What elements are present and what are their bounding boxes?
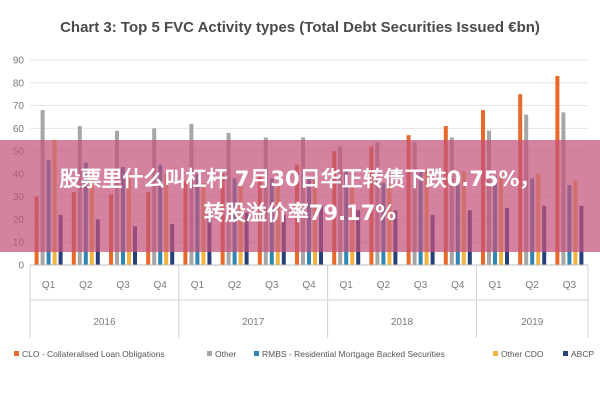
x-tick-label: Q4 bbox=[154, 280, 168, 291]
x-tick-label: Q3 bbox=[414, 280, 428, 291]
x-tick-label: Q3 bbox=[265, 280, 279, 291]
legend-swatch bbox=[207, 351, 212, 356]
legend-label: RMBS - Residential Mortgage Backed Secur… bbox=[262, 349, 445, 359]
headline-line-2: 转股溢价率79.17% bbox=[203, 201, 397, 225]
legend-label: ABCP bbox=[571, 349, 594, 359]
legend: CLO - Collateralised Loan Obligations Oth… bbox=[14, 349, 594, 359]
legend-swatch bbox=[254, 351, 259, 356]
x-axis: Q1 Q2 Q3 Q4 Q1 Q2 Q3 Q4 Q1 Q2 Q3 Q4 Q1 Q2 Q3 2016 2017 20… bbox=[29, 264, 589, 338]
x-tick-label: Q1 bbox=[191, 280, 205, 291]
year-label: 2019 bbox=[521, 317, 544, 328]
year-label: 2016 bbox=[93, 317, 116, 328]
y-tick-label: 80 bbox=[13, 78, 25, 89]
x-tick-label: Q2 bbox=[228, 280, 242, 291]
legend-swatch bbox=[14, 351, 19, 356]
x-tick-label: Q2 bbox=[79, 280, 93, 291]
x-tick-label: Q3 bbox=[563, 280, 577, 291]
y-tick-label: 70 bbox=[13, 101, 25, 112]
legend-swatch bbox=[563, 351, 568, 356]
y-tick-label: 0 bbox=[18, 261, 24, 272]
x-tick-label: Q1 bbox=[488, 280, 502, 291]
x-tick-label: Q1 bbox=[340, 280, 354, 291]
x-tick-label: Q1 bbox=[42, 280, 56, 291]
x-tick-label: Q4 bbox=[451, 280, 465, 291]
y-tick-label: 90 bbox=[13, 56, 25, 67]
headline-banner: 股票里什么叫杠杆 7月30日华正转债下跌0.75%， 转股溢价率79.17% bbox=[0, 140, 600, 252]
chart-title: Chart 3: Top 5 FVC Activity types (Total… bbox=[60, 19, 540, 36]
legend-label: Other CDO bbox=[501, 349, 544, 359]
x-tick-label: Q4 bbox=[302, 280, 316, 291]
x-tick-label: Q3 bbox=[116, 280, 130, 291]
y-tick-label: 60 bbox=[13, 124, 25, 135]
headline-line-1: 股票里什么叫杠杆 7月30日华正转债下跌0.75%， bbox=[59, 167, 541, 191]
year-label: 2018 bbox=[391, 317, 414, 328]
legend-label: Other bbox=[215, 349, 236, 359]
legend-swatch bbox=[493, 351, 498, 356]
x-tick-label: Q2 bbox=[526, 280, 540, 291]
year-label: 2017 bbox=[242, 317, 265, 328]
legend-label: CLO - Collateralised Loan Obligations bbox=[22, 349, 165, 359]
x-tick-label: Q2 bbox=[377, 280, 391, 291]
